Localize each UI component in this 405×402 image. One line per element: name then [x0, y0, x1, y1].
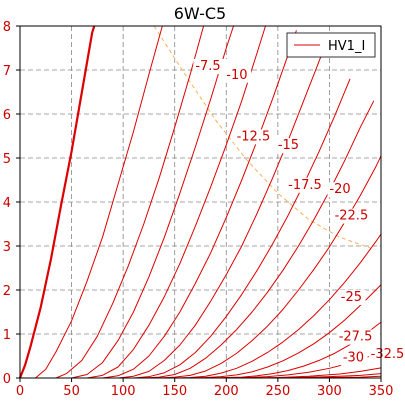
y-tick-label-1: 1 — [3, 328, 11, 343]
curve-3 — [71, 25, 234, 379]
curve-10 — [174, 233, 382, 379]
y-axis-ticks: 0 1 2 3 4 5 6 7 8 — [3, 20, 20, 387]
curve-7 — [133, 78, 351, 379]
curve-label-11: -27.5 — [339, 330, 373, 345]
curve-label-9: -22.5 — [335, 209, 369, 224]
curve-0 — [18, 25, 96, 379]
curve-labels: -7.5 -10 -12.5 -15 -17.5 -20 -22.5 -25 -27.5 -30-… — [193, 59, 405, 366]
load-line — [153, 25, 371, 249]
x-tick-label-2: 100 — [111, 384, 136, 399]
curve-label-bg-12 — [340, 350, 368, 366]
legend-entry-label: HV1_I — [328, 39, 365, 54]
curve-1 — [35, 25, 163, 379]
curve-6 — [117, 39, 328, 379]
curve-label-bg-13 — [368, 347, 405, 363]
y-tick-label-3: 3 — [3, 240, 11, 255]
chart-title: 6W-C5 — [174, 4, 226, 23]
curve-8 — [143, 100, 375, 379]
x-tick-label-1: 50 — [63, 384, 80, 399]
x-tick-label-6: 300 — [317, 384, 342, 399]
curve-label-bg-4 — [224, 67, 252, 83]
x-axis-ticks: 0 50 100 150 200 250 300 350 — [16, 378, 394, 399]
y-tick-label-5: 5 — [3, 152, 11, 167]
curve-label-bg-5 — [234, 129, 277, 145]
curve-label-bg-10 — [338, 290, 366, 305]
curve-4 — [86, 25, 266, 379]
curve-label-bg-6 — [275, 138, 303, 154]
curve-label-3: -7.5 — [195, 59, 220, 74]
curve-2 — [55, 25, 205, 379]
x-tick-label-7: 350 — [369, 384, 394, 399]
curve-label-12: -30 — [343, 351, 364, 366]
curve-label-bg-8 — [327, 182, 355, 198]
x-tick-label-0: 0 — [16, 384, 24, 399]
curve-label-bg-11 — [336, 329, 379, 345]
y-tick-label-6: 6 — [3, 108, 11, 123]
curve-11 — [190, 284, 382, 379]
curve-label-10: -25 — [341, 290, 362, 305]
y-tick-label-7: 7 — [3, 64, 11, 79]
legend: HV1_I — [286, 32, 376, 58]
curve-label-bg-9 — [332, 208, 375, 224]
curve-5 — [102, 30, 297, 379]
curve-label-bg-3 — [193, 59, 228, 74]
curve-label-7: -17.5 — [288, 178, 322, 193]
x-tick-label-5: 250 — [265, 384, 290, 399]
y-tick-label-8: 8 — [3, 20, 11, 35]
grid-lines — [20, 26, 381, 378]
curve-label-8: -20 — [329, 182, 350, 197]
curve-label-4: -10 — [226, 68, 247, 83]
curve-label-bg-7 — [286, 177, 329, 193]
x-tick-label-3: 150 — [162, 384, 187, 399]
x-tick-label-4: 200 — [214, 384, 239, 399]
curve-label-5: -12.5 — [237, 129, 271, 144]
y-tick-label-2: 2 — [3, 284, 11, 299]
load-line-path — [153, 25, 371, 249]
curve-label-6: -15 — [278, 138, 299, 153]
y-tick-label-4: 4 — [3, 196, 11, 211]
y-tick-label-0: 0 — [3, 372, 11, 387]
curve-label-13: -32.5 — [371, 347, 405, 362]
